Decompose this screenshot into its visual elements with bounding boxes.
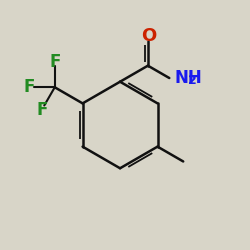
Text: F: F <box>36 101 48 119</box>
Text: 2: 2 <box>188 74 196 86</box>
Text: F: F <box>49 53 60 71</box>
Text: F: F <box>24 78 35 96</box>
Text: O: O <box>142 26 157 44</box>
Text: NH: NH <box>175 69 203 87</box>
